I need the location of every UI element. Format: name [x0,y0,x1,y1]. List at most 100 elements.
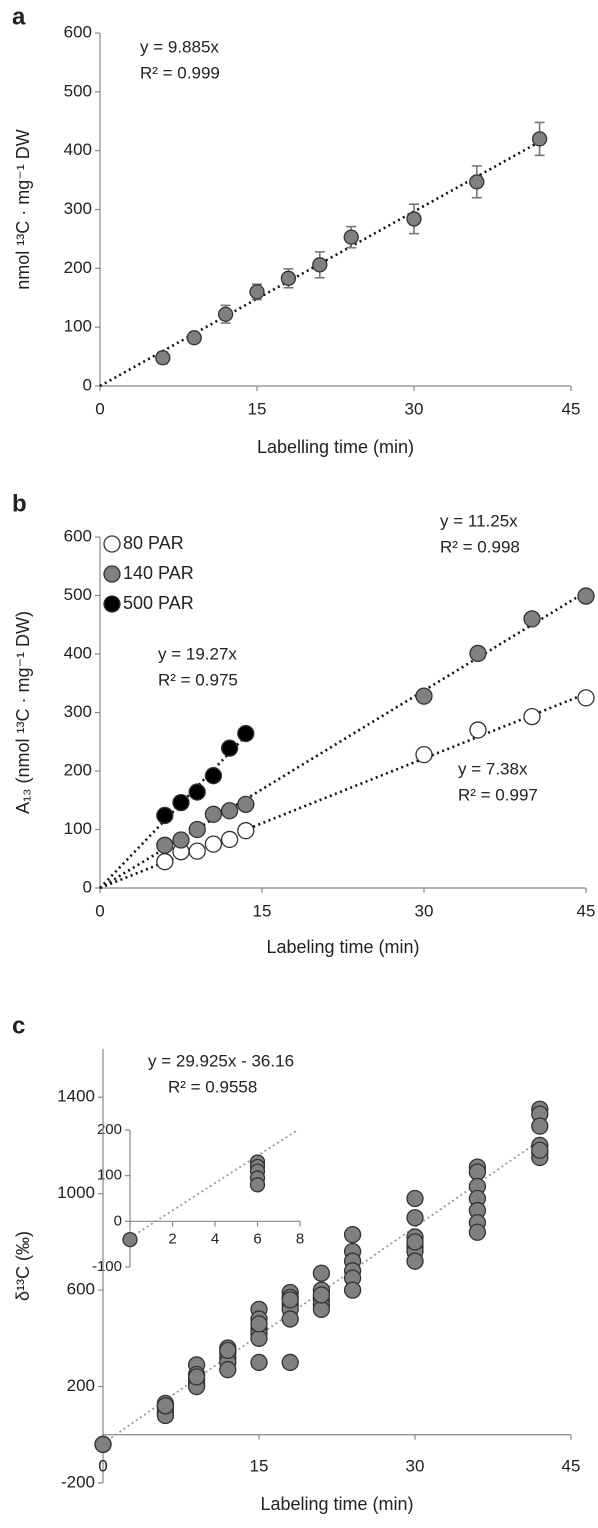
x-tick-label: 45 [562,1456,581,1475]
legend-label: 140 PAR [123,563,194,583]
y-tick-label: 0 [83,375,92,394]
x-axis-label: Labeling time (min) [260,1494,413,1514]
data-point [312,1264,331,1282]
data-point [94,1435,112,1454]
fit-annotation: R² = 0.975 [158,670,238,689]
data-point [312,1300,331,1319]
data-point [281,1310,299,1328]
y-tick-label: 500 [64,81,92,100]
inset-point [249,1177,266,1193]
x-tick-label: 0 [95,901,104,920]
y-tick-label: 600 [64,22,92,41]
data-point [220,830,239,849]
inset-point [122,1231,138,1248]
data-point [188,842,206,860]
data-point [343,1226,362,1244]
y-tick-label: 200 [97,1121,122,1138]
data-point [531,1141,549,1159]
y-tick-label: -200 [61,1472,95,1491]
fit-annotation: y = 9.885x [140,37,219,56]
fit-annotation: y = 11.25x [440,511,518,530]
y-tick-label: 400 [64,643,92,662]
x-tick-label: 15 [248,399,267,418]
x-tick-label: 2 [168,1230,176,1247]
fit-annotation: R² = 0.999 [140,63,220,82]
y-tick-label: 100 [97,1167,122,1184]
x-tick-label: 4 [211,1230,219,1247]
data-point [172,793,190,812]
data-point [156,806,174,825]
data-point [188,820,206,839]
fit-annotation: R² = 0.998 [440,537,520,556]
y-tick-label: 200 [64,258,92,277]
panel-label: b [12,490,27,517]
data-point [415,745,433,764]
data-point [250,1315,268,1333]
data-point [523,610,541,628]
data-point [406,1209,424,1227]
data-point [577,689,595,707]
x-tick-label: 45 [577,901,596,920]
fit-annotation: R² = 0.9558 [168,1077,257,1096]
y-tick-label: 100 [64,317,92,336]
x-tick-label: 8 [296,1230,304,1247]
data-point [406,1233,424,1251]
y-tick-label: 100 [64,819,92,838]
y-tick-label: 400 [64,140,92,159]
x-tick-label: 0 [98,1456,107,1475]
x-tick-label: 6 [253,1230,261,1247]
data-point [250,1353,268,1372]
y-tick-label: 0 [114,1212,122,1229]
y-tick-label: 0 [83,877,92,896]
data-point [250,1329,268,1347]
legend-marker [103,535,121,553]
data-point [219,1361,237,1379]
data-point [281,1291,299,1309]
trendline [99,140,541,388]
data-point [577,587,595,605]
legend-marker [103,595,121,613]
data-point [312,257,328,273]
y-tick-label: 300 [64,702,92,721]
legend-label: 500 PAR [123,593,194,613]
data-point [280,270,297,286]
data-point [219,1341,237,1360]
x-tick-label: 30 [405,399,424,418]
data-point [343,1281,362,1299]
data-point [156,836,174,854]
data-point [172,831,190,849]
fit-annotation: y = 7.38x [458,759,528,778]
data-point [156,1397,175,1415]
x-axis-label: Labeling time (min) [266,937,419,957]
data-point [281,1353,299,1372]
y-axis-label: δ¹³C (‰) [13,1231,33,1301]
x-tick-label: 0 [95,399,104,418]
y-axis-label: A₁₃ (nmol ¹³C · mg⁻¹ DW) [13,611,33,814]
data-point [220,739,239,757]
y-tick-label: 200 [64,760,92,779]
data-point [237,822,255,840]
y-axis-label: nmol ¹³C · mg⁻¹ DW [13,129,33,290]
data-point [343,229,359,245]
data-point [155,350,171,366]
trendline [130,1130,300,1239]
legend-label: 80 PAR [123,533,184,553]
data-point [406,211,422,227]
data-point [469,644,487,663]
data-point [156,853,174,871]
y-tick-label: 600 [67,1280,95,1299]
data-point [249,284,265,300]
x-tick-label: 30 [406,1456,425,1475]
data-point [406,1189,424,1208]
x-tick-label: 15 [250,1456,269,1475]
data-point [186,330,202,346]
x-tick-label: 45 [562,399,581,418]
fit-annotation: y = 29.925x - 36.16 [148,1051,294,1070]
y-tick-label: 1000 [57,1183,95,1202]
data-point [415,687,433,705]
data-point [531,131,548,147]
data-point [406,1252,424,1270]
y-tick-label: 300 [64,199,92,218]
panel-label: a [12,3,26,30]
